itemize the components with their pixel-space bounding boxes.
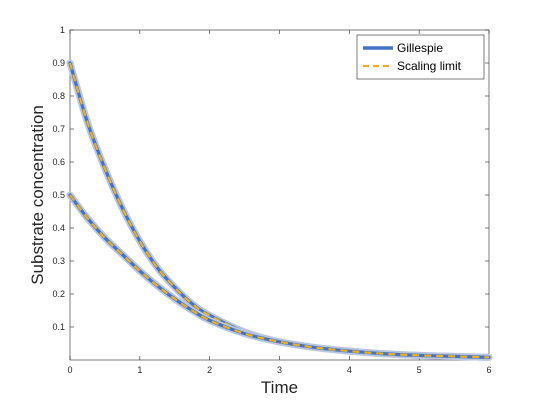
y-tick-label: 0.5 <box>52 190 65 200</box>
x-tick-label: 0 <box>67 365 72 375</box>
y-tick-label: 0.2 <box>52 289 65 299</box>
x-tick-label: 6 <box>486 365 491 375</box>
y-tick-label: 1 <box>60 25 65 35</box>
axis-ticks: 0 1 2 3 4 5 6 0.1 0.2 0.3 0.4 0.5 0.6 0.7 0.8 0.9 1 <box>52 25 491 375</box>
x-axis-title: Time <box>261 378 298 397</box>
legend-label-0: Gillespie <box>397 41 443 55</box>
y-tick-label: 0.4 <box>52 223 65 233</box>
plot-area <box>69 29 490 361</box>
y-axis-title: Substrate concentration <box>28 105 47 285</box>
y-tick-label: 0.7 <box>52 124 65 134</box>
y-tick-label: 0.8 <box>52 91 65 101</box>
x-tick-label: 5 <box>417 365 422 375</box>
x-tick-label: 1 <box>137 365 142 375</box>
y-tick-label: 0.3 <box>52 256 65 266</box>
scaling-limit-line-1 <box>69 194 490 359</box>
data-curves <box>66 59 493 361</box>
x-tick-label: 3 <box>277 365 282 375</box>
x-tick-label: 2 <box>207 365 212 375</box>
y-tick-label: 0.9 <box>52 58 65 68</box>
x-tick-label: 4 <box>347 365 352 375</box>
legend-box <box>356 34 485 80</box>
y-tick-label: 0.6 <box>52 157 65 167</box>
legend-label-1: Scaling limit <box>397 59 462 73</box>
y-tick-label: 0.1 <box>52 322 65 332</box>
legend: Gillespie Scaling limit <box>356 34 485 80</box>
